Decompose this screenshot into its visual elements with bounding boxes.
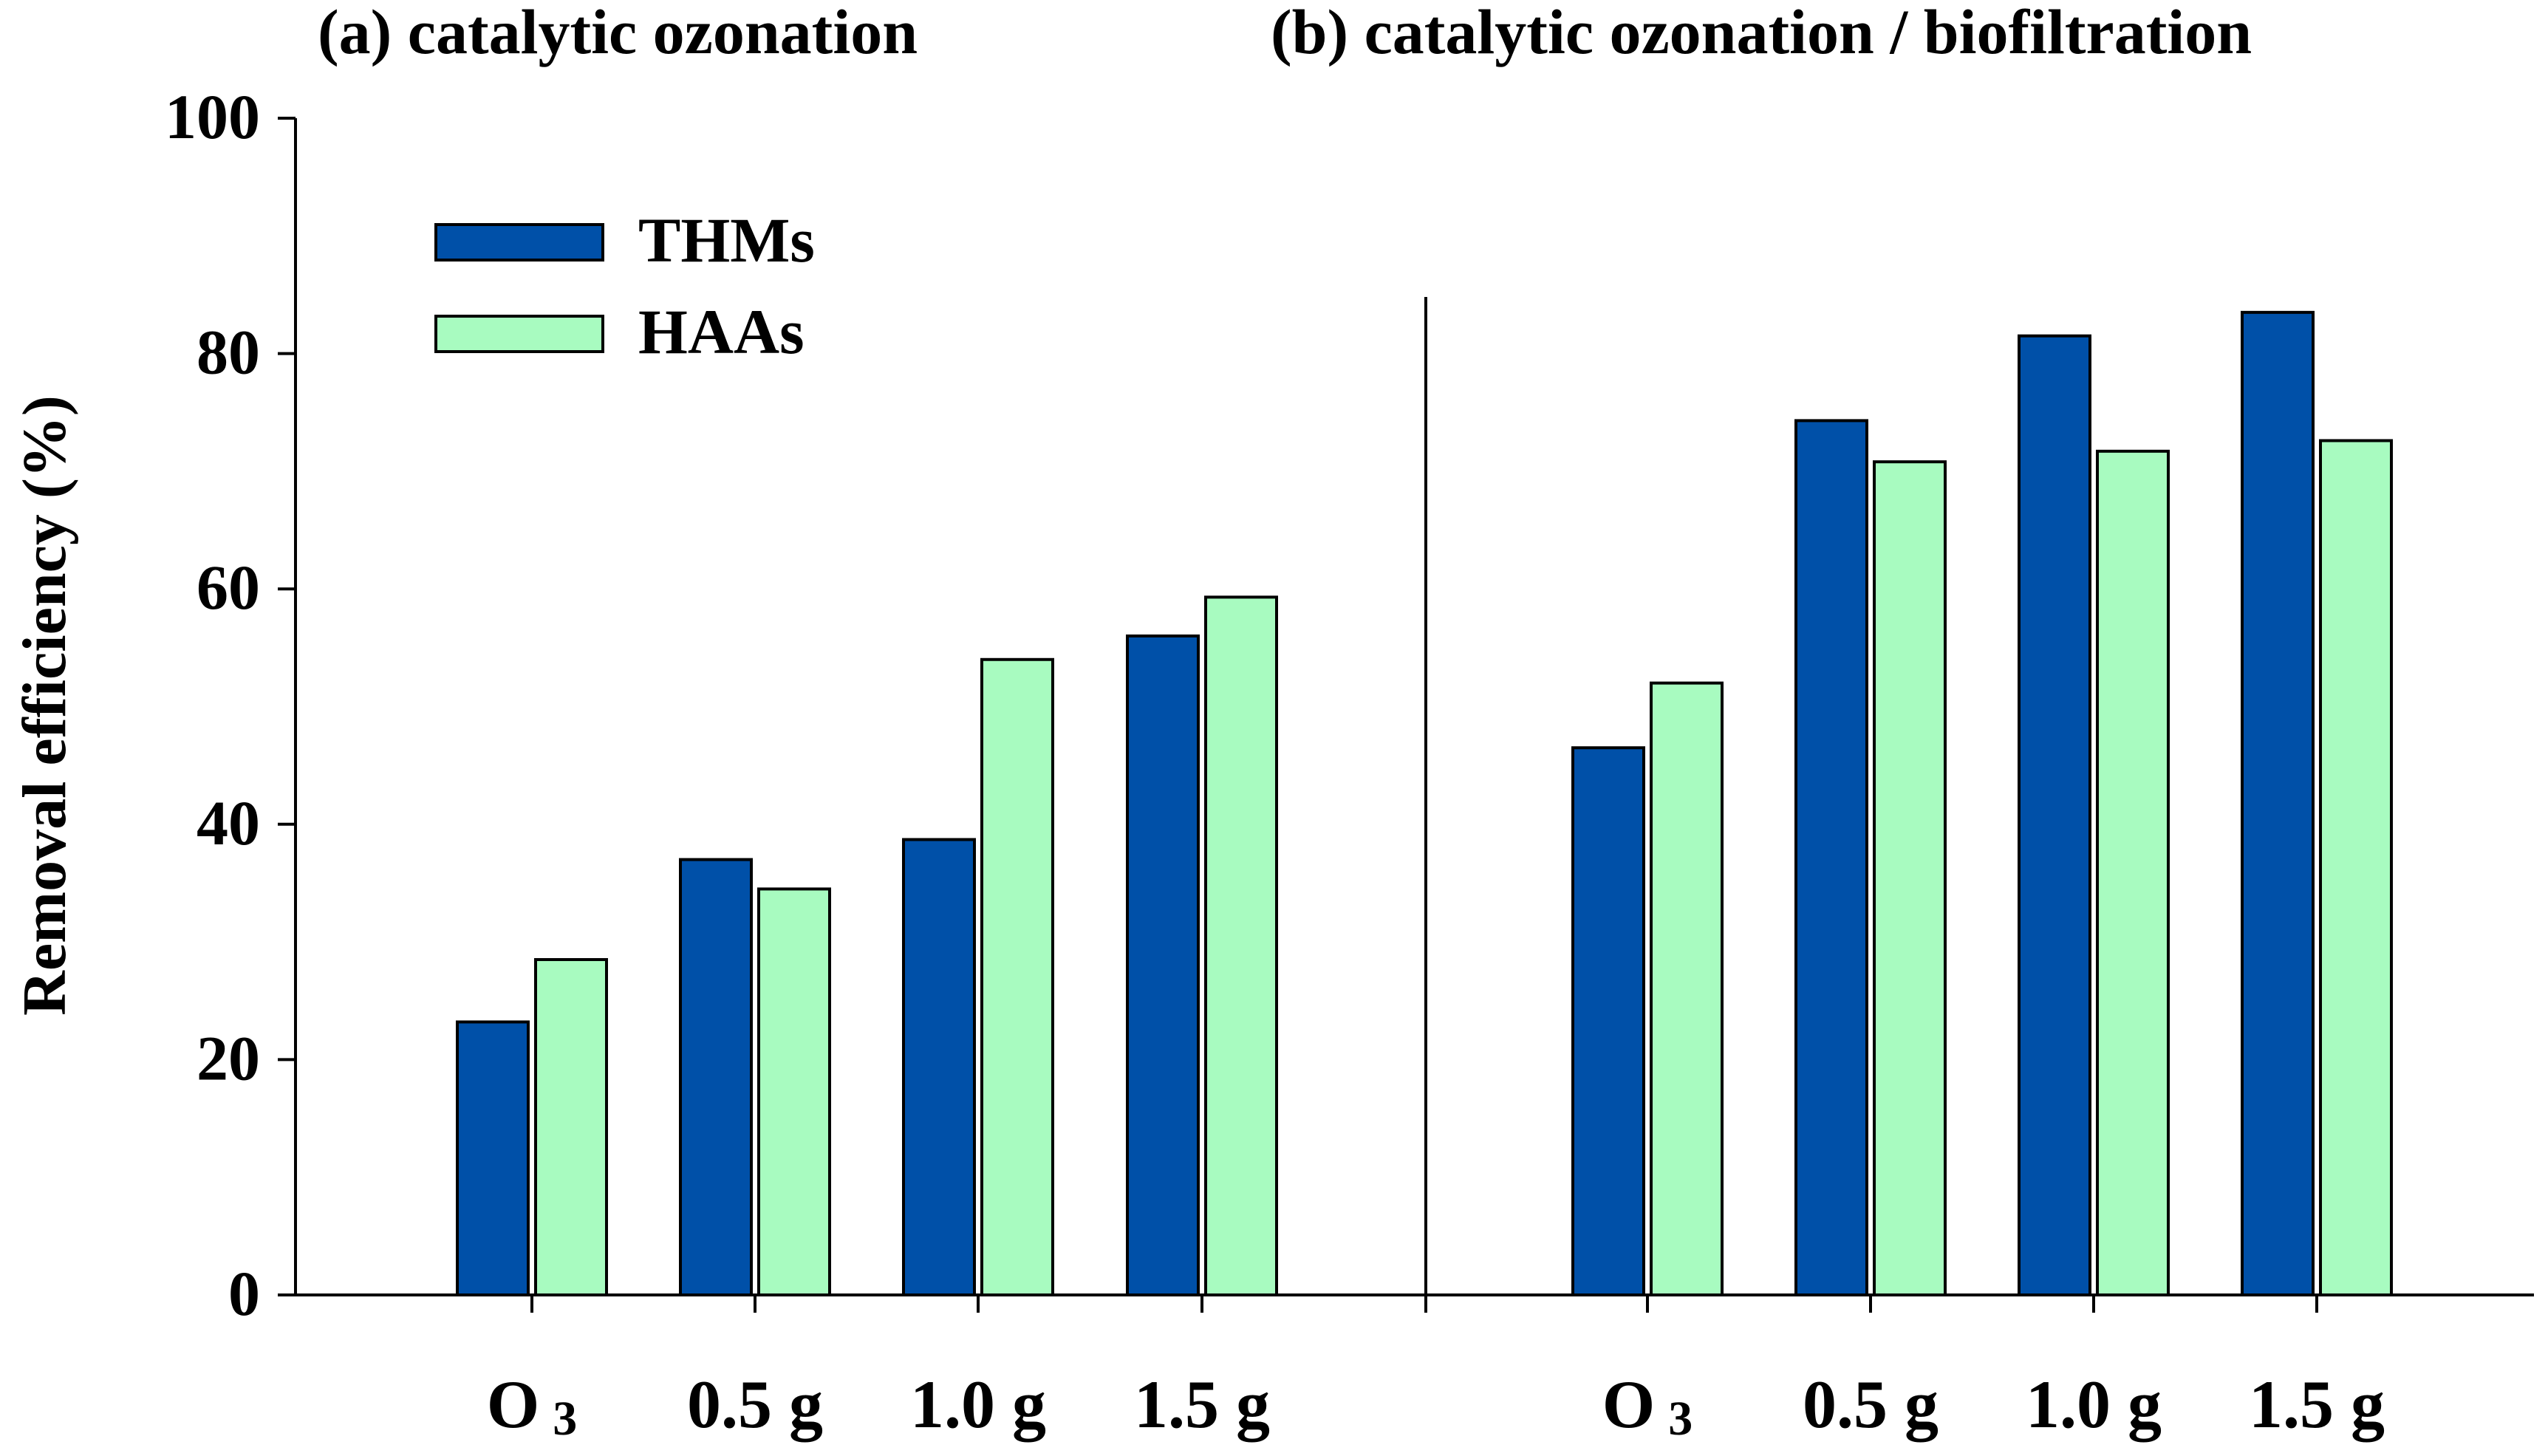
bar-thms [1571, 746, 1645, 1296]
x-tick-label: 1.5 g [1134, 1367, 1270, 1442]
y-tick-label: 60 [197, 552, 260, 623]
bar-haas [757, 887, 831, 1297]
panel-title: (a) catalytic ozonation [318, 0, 918, 67]
bar-thms [2241, 310, 2315, 1297]
bar-thms [2018, 334, 2091, 1297]
bar-thms [1794, 419, 1868, 1296]
bar-haas [2096, 449, 2170, 1296]
x-tick-label: 1.5 g [2249, 1367, 2385, 1442]
y-tick-label: 20 [197, 1022, 260, 1093]
panel-title: (b) catalytic ozonation / biofiltration [1271, 0, 2252, 67]
bar-thms [902, 838, 976, 1297]
legend-label-haas: HAAs [638, 296, 805, 367]
x-tick-label: 1.0 g [910, 1367, 1046, 1442]
legend-swatch-thms [434, 223, 604, 262]
bar-thms [1126, 634, 1200, 1296]
x-tick-label: 0.5 g [687, 1367, 823, 1442]
y-tick-label: 0 [228, 1258, 260, 1329]
legend: THMs HAAs [434, 205, 815, 367]
bar-haas [1204, 595, 1278, 1296]
bar-thms [679, 858, 753, 1296]
y-tick-label: 40 [197, 787, 260, 858]
x-tick-label: 0.5 g [1803, 1367, 1939, 1442]
bar-haas [2319, 439, 2393, 1296]
bar-haas [1650, 681, 1724, 1296]
bar-haas [534, 957, 608, 1296]
y-tick-label: 80 [197, 317, 260, 388]
y-axis-label: Removal efficiency (%) [10, 395, 79, 1016]
bars [456, 310, 2393, 1297]
labels: 0 20 40 60 80 100 Removal efficiency (%) (a) ca… [10, 0, 2385, 1446]
bar-haas [1873, 460, 1947, 1296]
y-tick-label: 100 [165, 81, 260, 152]
x-tick-label: 1.0 g [2026, 1367, 2162, 1442]
bar-haas [980, 657, 1054, 1296]
axes [278, 117, 2534, 1313]
bar-thms [456, 1020, 530, 1296]
legend-swatch-haas [434, 315, 604, 353]
legend-label-thms: THMs [638, 205, 815, 276]
